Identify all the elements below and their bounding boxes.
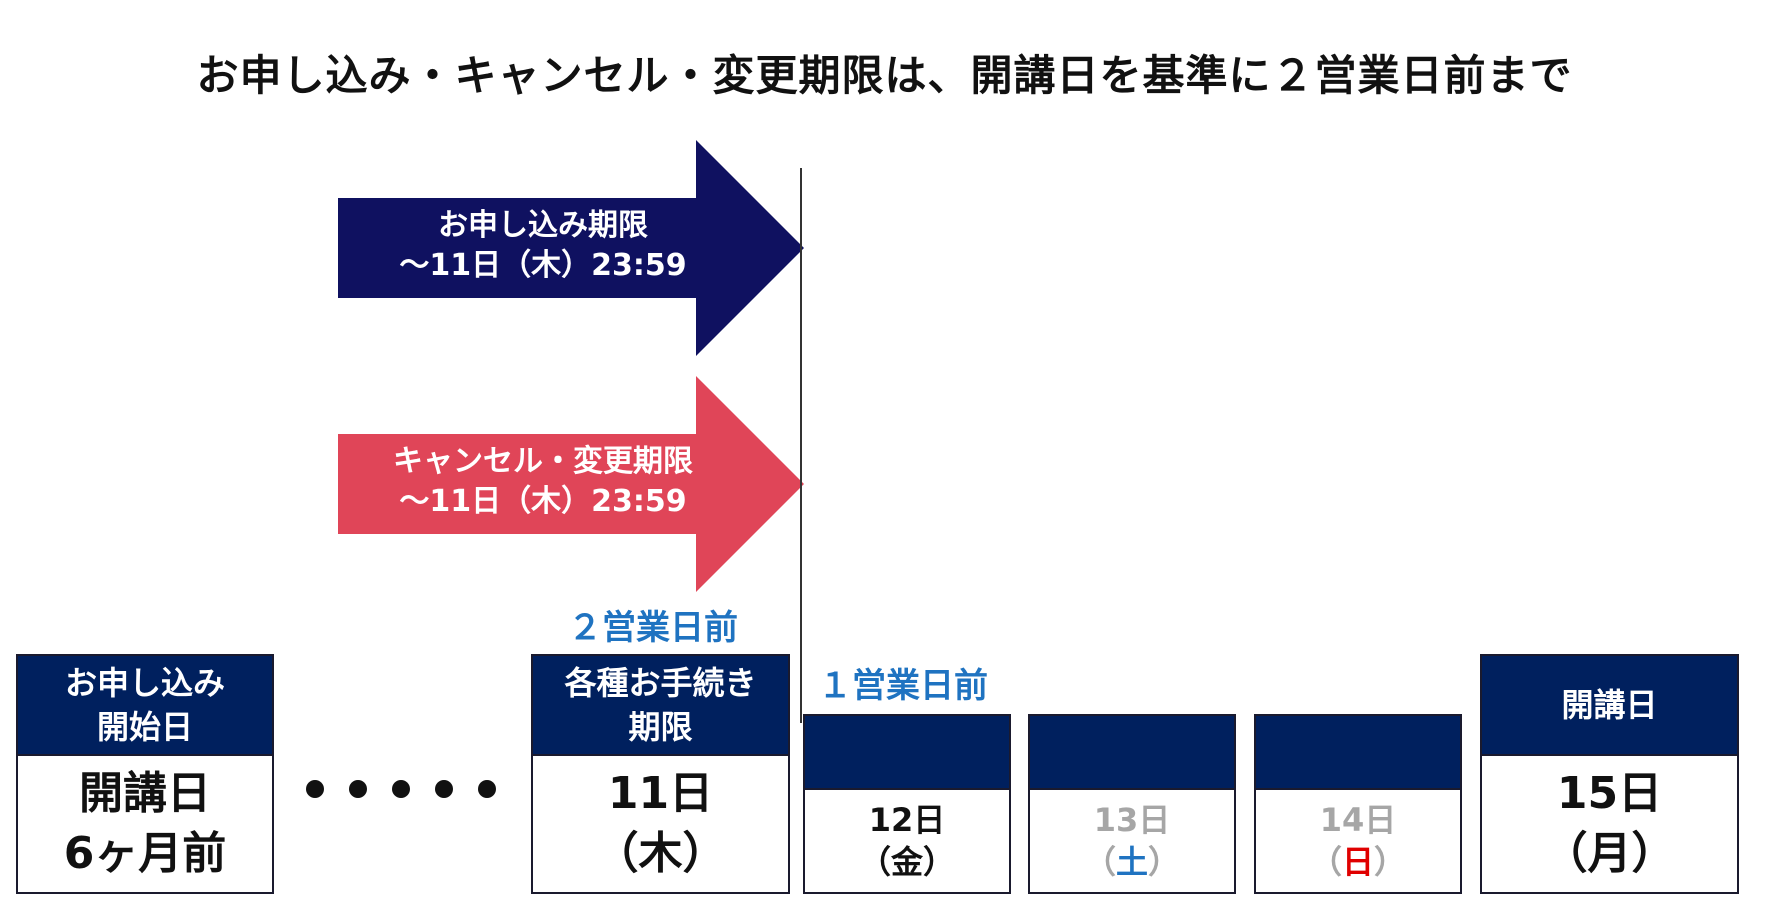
dot: [306, 780, 324, 798]
page-title: お申し込み・キャンセル・変更期限は、開講日を基準に２営業日前まで: [196, 51, 1573, 100]
box-head-line1: お申し込み: [64, 664, 225, 702]
day-of-week: （日）: [1309, 843, 1407, 881]
box-body-line1: 11日: [607, 768, 714, 819]
day-of-week: （土）: [1083, 843, 1181, 881]
box-body-line1: 開講日: [79, 768, 211, 819]
deadline-divider-line: [800, 168, 802, 723]
arrow-label-line2: ～11日（木）23:59: [399, 484, 687, 519]
box-body-line2: 6ヶ月前: [63, 828, 227, 879]
dot: [478, 780, 496, 798]
box-body-line2: （木）: [594, 828, 727, 879]
arrow-shape: [338, 376, 804, 592]
day-date: 13日: [1093, 801, 1171, 839]
day-13-box: 13日 （土）: [1028, 714, 1236, 894]
box-head-line2: 期限: [628, 708, 693, 746]
box-head-line2: 開始日: [96, 708, 193, 746]
box-body-line1: 15日: [1556, 768, 1663, 819]
day-date: 14日: [1319, 801, 1397, 839]
arrow-label-line1: お申し込み期限: [438, 208, 648, 243]
ellipsis-dots: [306, 780, 496, 798]
one-business-day-before-label: １営業日前: [818, 666, 988, 706]
box-head-label: 開講日: [1561, 686, 1658, 724]
application-start-box: お申し込み 開始日 開講日 6ヶ月前: [16, 654, 274, 894]
box-body-line2: （月）: [1543, 828, 1676, 879]
dot: [435, 780, 453, 798]
course-start-day-box: 開講日 15日 （月）: [1480, 654, 1739, 894]
two-business-days-before-label: ２営業日前: [568, 608, 738, 648]
day-date: 12日: [868, 801, 946, 839]
cancel-deadline-arrow: キャンセル・変更期限 ～11日（木）23:59: [338, 376, 804, 592]
dot: [392, 780, 410, 798]
day-of-week: （金）: [858, 843, 956, 881]
day-12-box: 12日 （金）: [803, 714, 1011, 894]
arrow-label-line1: キャンセル・変更期限: [393, 444, 693, 479]
box-head-line1: 各種お手続き: [564, 664, 757, 702]
day-14-box: 14日 （日）: [1254, 714, 1462, 894]
procedures-deadline-box: 各種お手続き 期限 11日 （木）: [531, 654, 790, 894]
dot: [349, 780, 367, 798]
application-deadline-arrow: お申し込み期限 ～11日（木）23:59: [338, 140, 804, 356]
arrow-label-line2: ～11日（木）23:59: [399, 248, 687, 283]
arrow-shape: [338, 140, 804, 356]
